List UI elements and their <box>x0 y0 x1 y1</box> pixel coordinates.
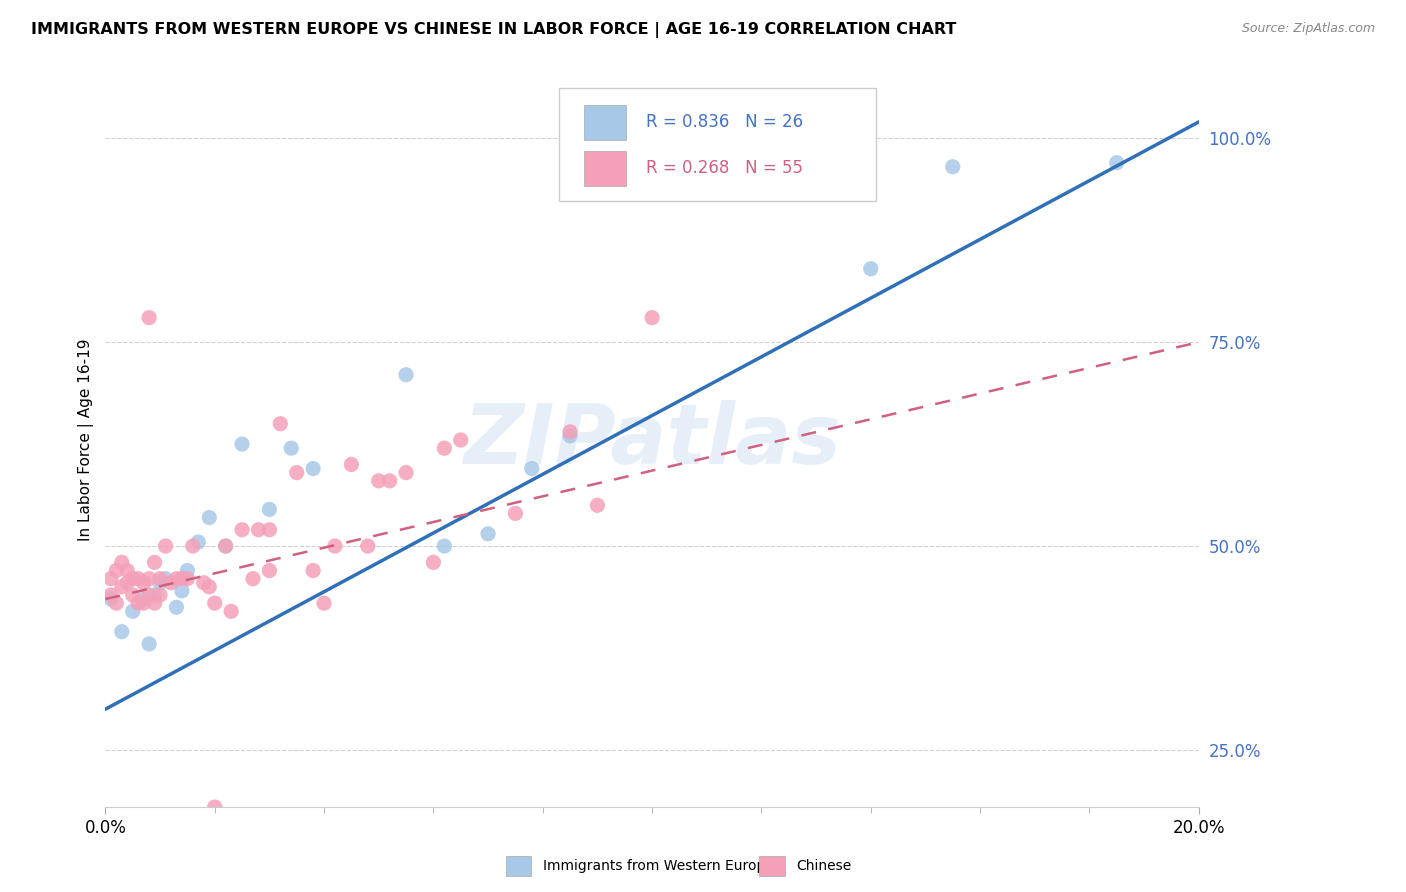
Point <box>477 526 499 541</box>
Point <box>176 564 198 578</box>
Point <box>1105 155 1128 169</box>
Point <box>558 425 581 439</box>
Point <box>160 575 183 590</box>
Text: Chinese: Chinese <box>796 859 851 873</box>
Point <box>422 555 444 569</box>
Point <box>219 604 242 618</box>
Point <box>127 572 149 586</box>
FancyBboxPatch shape <box>560 87 876 202</box>
Point <box>285 466 308 480</box>
Point <box>259 523 281 537</box>
Point <box>132 575 155 590</box>
Point <box>187 535 209 549</box>
Point <box>117 564 139 578</box>
Point <box>149 588 172 602</box>
Point <box>231 437 253 451</box>
Point <box>323 539 346 553</box>
Point <box>247 523 270 537</box>
Point <box>641 310 664 325</box>
Point <box>395 368 418 382</box>
Text: Immigrants from Western Europe: Immigrants from Western Europe <box>543 859 773 873</box>
Point <box>505 507 527 521</box>
FancyBboxPatch shape <box>585 104 626 140</box>
Point <box>198 510 221 524</box>
Point <box>433 441 456 455</box>
Point <box>259 502 281 516</box>
Point <box>111 555 134 569</box>
Y-axis label: In Labor Force | Age 16-19: In Labor Force | Age 16-19 <box>79 339 94 541</box>
Point <box>859 261 882 276</box>
Point <box>100 592 122 607</box>
Point <box>149 572 172 586</box>
Point <box>520 461 543 475</box>
Text: Source: ZipAtlas.com: Source: ZipAtlas.com <box>1241 22 1375 36</box>
Point <box>340 458 363 472</box>
Point <box>586 498 609 512</box>
Point <box>121 604 143 618</box>
Text: R = 0.268   N = 55: R = 0.268 N = 55 <box>645 160 803 178</box>
Point <box>105 596 128 610</box>
Point <box>143 588 166 602</box>
Point <box>198 580 221 594</box>
Point <box>176 572 198 586</box>
Point <box>558 429 581 443</box>
Point <box>357 539 380 553</box>
Point <box>231 523 253 537</box>
Point <box>433 539 456 553</box>
Point <box>204 596 226 610</box>
FancyBboxPatch shape <box>585 151 626 186</box>
Point <box>378 474 401 488</box>
Point <box>138 588 160 602</box>
Point <box>367 474 389 488</box>
Point <box>121 588 143 602</box>
Point <box>132 592 155 607</box>
Point <box>149 575 172 590</box>
Point <box>105 564 128 578</box>
Point <box>138 637 160 651</box>
Point <box>214 539 236 553</box>
Point <box>121 572 143 586</box>
Text: R = 0.836   N = 26: R = 0.836 N = 26 <box>645 113 803 131</box>
Point <box>100 588 122 602</box>
Point <box>204 800 226 814</box>
Point <box>242 572 264 586</box>
Point <box>259 564 281 578</box>
Point <box>138 310 160 325</box>
Point <box>450 433 472 447</box>
Point <box>269 417 291 431</box>
Point <box>942 160 965 174</box>
Point <box>312 596 335 610</box>
Point <box>280 441 302 455</box>
Point <box>117 575 139 590</box>
Point <box>127 596 149 610</box>
Point <box>155 539 177 553</box>
Point <box>100 572 122 586</box>
Point <box>143 555 166 569</box>
Point <box>155 572 177 586</box>
Point <box>111 624 134 639</box>
Point <box>165 600 187 615</box>
Point <box>143 596 166 610</box>
Point <box>111 580 134 594</box>
Point <box>214 539 236 553</box>
Point <box>181 539 204 553</box>
Point <box>302 461 325 475</box>
Point <box>132 596 155 610</box>
Point <box>395 466 418 480</box>
Point <box>138 572 160 586</box>
Point <box>170 572 193 586</box>
Text: IMMIGRANTS FROM WESTERN EUROPE VS CHINESE IN LABOR FORCE | AGE 16-19 CORRELATION: IMMIGRANTS FROM WESTERN EUROPE VS CHINES… <box>31 22 956 38</box>
Point <box>302 564 325 578</box>
Point <box>193 575 215 590</box>
Point <box>165 572 187 586</box>
Text: ZIPatlas: ZIPatlas <box>463 400 841 481</box>
Point <box>170 583 193 598</box>
